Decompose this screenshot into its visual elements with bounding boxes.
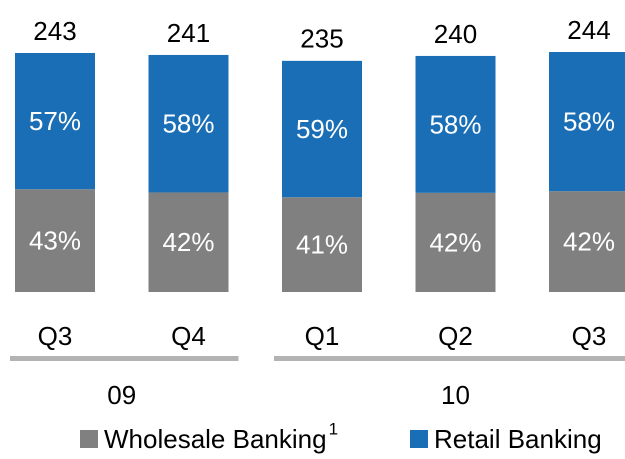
bar-segment xyxy=(282,60,362,198)
x-tick-label: Q4 xyxy=(171,321,206,351)
group-label: 09 xyxy=(107,380,136,410)
value-label: 43% xyxy=(29,225,81,255)
legend-swatch xyxy=(410,430,428,448)
value-label: 42% xyxy=(429,227,481,257)
group-divider xyxy=(274,356,625,361)
x-tick-label: Q1 xyxy=(305,321,340,351)
total-label: 235 xyxy=(300,24,343,54)
bar-segment xyxy=(282,197,362,292)
value-label: 57% xyxy=(29,106,81,136)
value-label: 59% xyxy=(296,114,348,144)
value-label: 58% xyxy=(162,109,214,139)
total-label: 240 xyxy=(434,19,477,49)
value-label: 58% xyxy=(429,109,481,139)
value-label: 42% xyxy=(162,227,214,257)
bar-segment xyxy=(549,52,625,192)
bar-segment xyxy=(549,191,625,292)
x-tick-label: Q2 xyxy=(438,321,473,351)
total-label: 244 xyxy=(567,15,610,45)
total-label: 243 xyxy=(33,16,76,46)
x-tick-label: Q3 xyxy=(572,321,607,351)
group-divider xyxy=(10,356,239,361)
bar-segment xyxy=(415,55,496,193)
bar-segment xyxy=(15,52,95,190)
value-label: 58% xyxy=(563,106,615,136)
total-label: 241 xyxy=(167,18,210,48)
bar-segment xyxy=(148,54,229,193)
legend-note: 1 xyxy=(329,419,338,438)
bar-segment xyxy=(148,192,229,292)
legend-label: Retail Banking xyxy=(434,424,602,454)
legend-label: Wholesale Banking xyxy=(104,424,327,454)
value-label: 41% xyxy=(296,229,348,259)
legend-swatch xyxy=(80,430,98,448)
group-label: 10 xyxy=(441,380,470,410)
bar-segment xyxy=(15,189,95,292)
value-label: 42% xyxy=(563,226,615,256)
x-tick-label: Q3 xyxy=(38,321,73,351)
bar-segment xyxy=(415,192,496,292)
